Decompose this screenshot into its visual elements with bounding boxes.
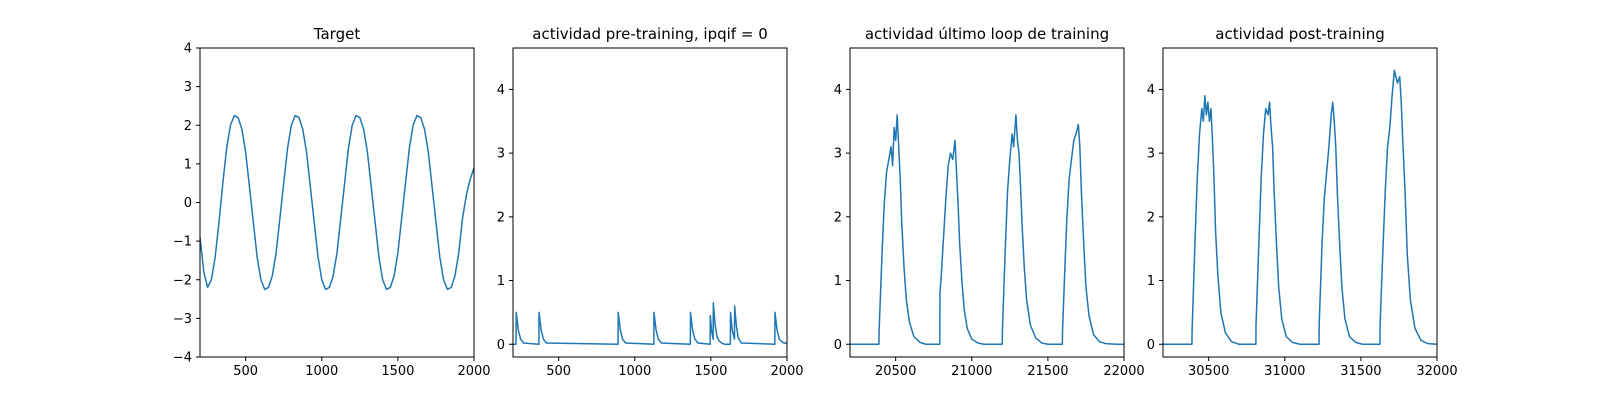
x-tick-label: 500 <box>546 364 571 379</box>
series-line <box>199 114 475 291</box>
subplot-title: actividad último loop de training <box>865 25 1109 43</box>
x-tick-label: 21500 <box>1027 364 1068 379</box>
y-tick-label: 2 <box>497 210 505 225</box>
y-tick-label: 0 <box>1147 338 1155 353</box>
y-tick-label: 4 <box>184 42 192 57</box>
y-tick-label: −4 <box>173 351 192 366</box>
x-tick-label: 31500 <box>1340 364 1381 379</box>
x-tick-label: 21000 <box>951 364 992 379</box>
subplot-2: 500 1000 1500 2000 0 1 2 3 4 actividad pre-traini… <box>497 25 804 379</box>
series-line <box>1163 69 1438 346</box>
x-tick-label: 22000 <box>1103 364 1144 379</box>
axes-frame <box>512 47 788 358</box>
series-line <box>513 302 788 346</box>
y-tick-label: 1 <box>184 157 192 172</box>
y-tick-label: 3 <box>834 147 842 162</box>
x-tick-label: 32000 <box>1416 364 1457 379</box>
x-tick-label: 500 <box>233 364 258 379</box>
y-tick-label: 4 <box>497 83 505 98</box>
subplot-1: 500 1000 1500 2000 −4 −3 −2 −1 0 1 2 3 4 Target <box>173 25 491 379</box>
y-tick-label: 3 <box>497 147 505 162</box>
y-tick-label: −2 <box>173 273 192 288</box>
subplot-title: actividad post-training <box>1215 25 1384 43</box>
x-tick-label: 1000 <box>618 364 651 379</box>
x-tick-label: 31000 <box>1264 364 1305 379</box>
axes-frame <box>849 47 1125 358</box>
y-tick-label: 0 <box>184 196 192 211</box>
y-tick-label: 2 <box>1147 210 1155 225</box>
x-tick-label: 1000 <box>305 364 338 379</box>
y-tick-label: 0 <box>497 338 505 353</box>
axes-frame <box>1162 47 1438 358</box>
y-tick-label: −1 <box>173 235 192 250</box>
subplot-title: Target <box>313 25 361 43</box>
y-tick-label: 3 <box>184 80 192 95</box>
subplot-4: 30500 31000 31500 32000 0 1 2 3 4 actividad post-… <box>1147 25 1458 379</box>
x-tick-label: 1500 <box>694 364 727 379</box>
subplot-title: actividad pre-training, ipqif = 0 <box>532 25 768 43</box>
y-tick-label: 2 <box>834 210 842 225</box>
y-tick-label: 1 <box>1147 274 1155 289</box>
x-tick-label: 2000 <box>770 364 803 379</box>
subplot-3: 20500 21000 21500 22000 0 1 2 3 4 actividad últim… <box>834 25 1145 379</box>
x-tick-label: 30500 <box>1188 364 1229 379</box>
x-tick-label: 1500 <box>381 364 414 379</box>
series-line <box>850 114 1124 346</box>
x-tick-label: 20500 <box>875 364 916 379</box>
x-tick-label: 2000 <box>457 364 490 379</box>
y-tick-label: 0 <box>834 338 842 353</box>
y-tick-label: 1 <box>497 274 505 289</box>
y-tick-label: 3 <box>1147 147 1155 162</box>
y-tick-label: 2 <box>184 119 192 134</box>
y-tick-label: 4 <box>1147 83 1155 98</box>
y-tick-label: 1 <box>834 274 842 289</box>
y-tick-label: 4 <box>834 83 842 98</box>
y-tick-label: −3 <box>173 312 192 327</box>
